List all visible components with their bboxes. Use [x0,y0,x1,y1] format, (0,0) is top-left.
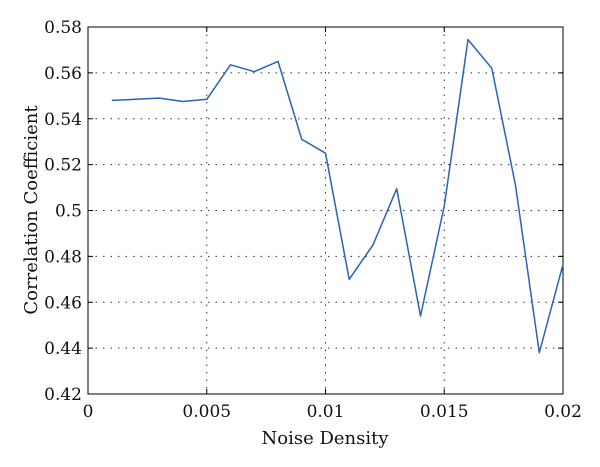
y-tick-label: 0.42 [44,385,82,405]
series-line [111,38,564,354]
x-tick-label: 0.015 [420,402,469,422]
y-tick-label: 0.56 [44,64,82,84]
y-tick-label: 0.58 [44,18,82,38]
x-tick-label: 0 [83,402,94,422]
x-tick-label: 0.005 [182,402,231,422]
y-tick-label: 0.5 [55,202,82,222]
y-axis-tick-labels: 0.42 0.44 0.46 0.48 0.5 0.52 0.54 0.56 0.58 [44,18,82,405]
plot-frame [87,26,564,395]
y-axis-label: Correlation Coefficient [21,105,42,315]
y-tick-label: 0.48 [44,247,82,267]
y-tick-label: 0.44 [44,339,82,359]
x-tick-label: 0.01 [307,402,345,422]
y-tick-label: 0.46 [44,293,82,313]
y-tick-label: 0.54 [44,110,82,130]
x-axis-label: Noise Density [261,428,389,449]
grid-lines [88,27,563,394]
x-tick-label: 0.02 [544,402,582,422]
axis-ticks [87,26,564,395]
y-tick-label: 0.52 [44,156,82,176]
series-layer [111,38,564,354]
x-axis-tick-labels: 0 0.005 0.01 0.015 0.02 [83,402,582,422]
